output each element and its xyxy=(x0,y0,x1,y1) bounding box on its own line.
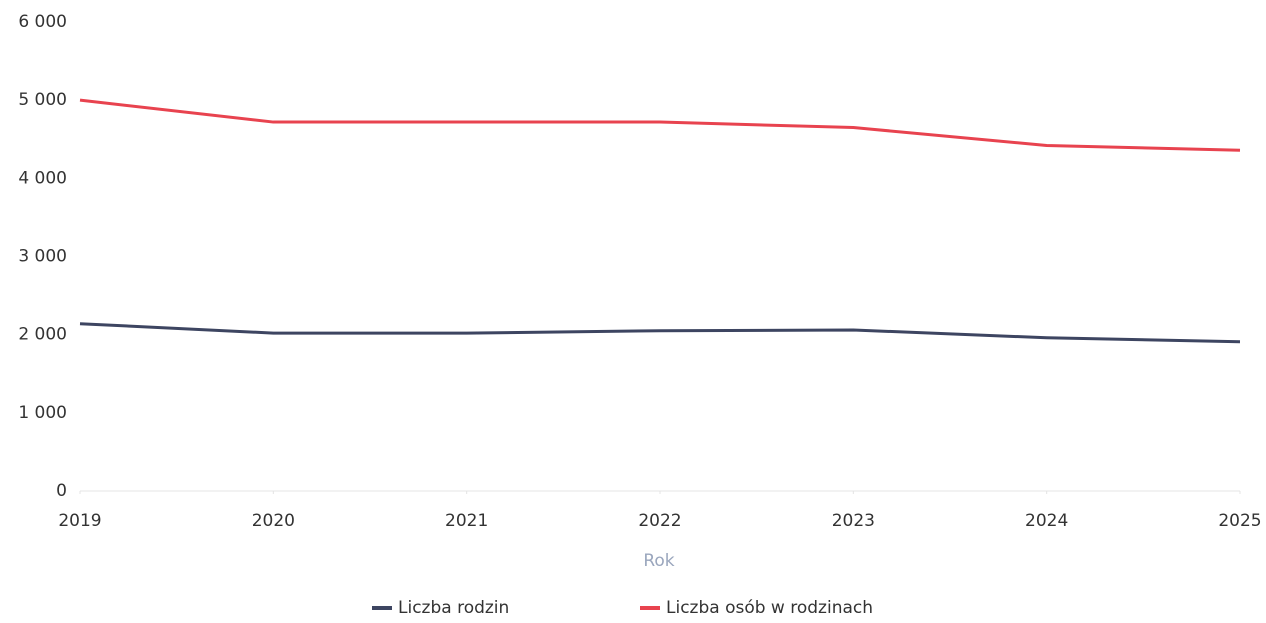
x-axis-title: Rok xyxy=(643,551,674,571)
y-tick-label: 6 000 xyxy=(18,12,67,32)
x-tick-label: 2024 xyxy=(1025,511,1068,531)
x-tick-label: 2020 xyxy=(252,511,295,531)
series-line xyxy=(79,322,1241,344)
y-tick-label: 0 xyxy=(56,481,67,501)
y-tick-label: 3 000 xyxy=(18,247,67,267)
series-line xyxy=(79,98,1241,152)
legend-label: Liczba rodzin xyxy=(398,598,509,618)
legend-label: Liczba osób w rodzinach xyxy=(666,598,873,618)
y-tick-label: 4 000 xyxy=(18,168,67,188)
x-tick-label: 2021 xyxy=(445,511,488,531)
x-tick-label: 2022 xyxy=(638,511,681,531)
x-tick-label: 2025 xyxy=(1218,511,1261,531)
y-tick-label: 1 000 xyxy=(18,403,67,423)
x-tick-label: 2019 xyxy=(58,511,101,531)
x-tick-label: 2023 xyxy=(832,511,875,531)
y-tick-label: 2 000 xyxy=(18,325,67,345)
y-tick-label: 5 000 xyxy=(18,90,67,110)
